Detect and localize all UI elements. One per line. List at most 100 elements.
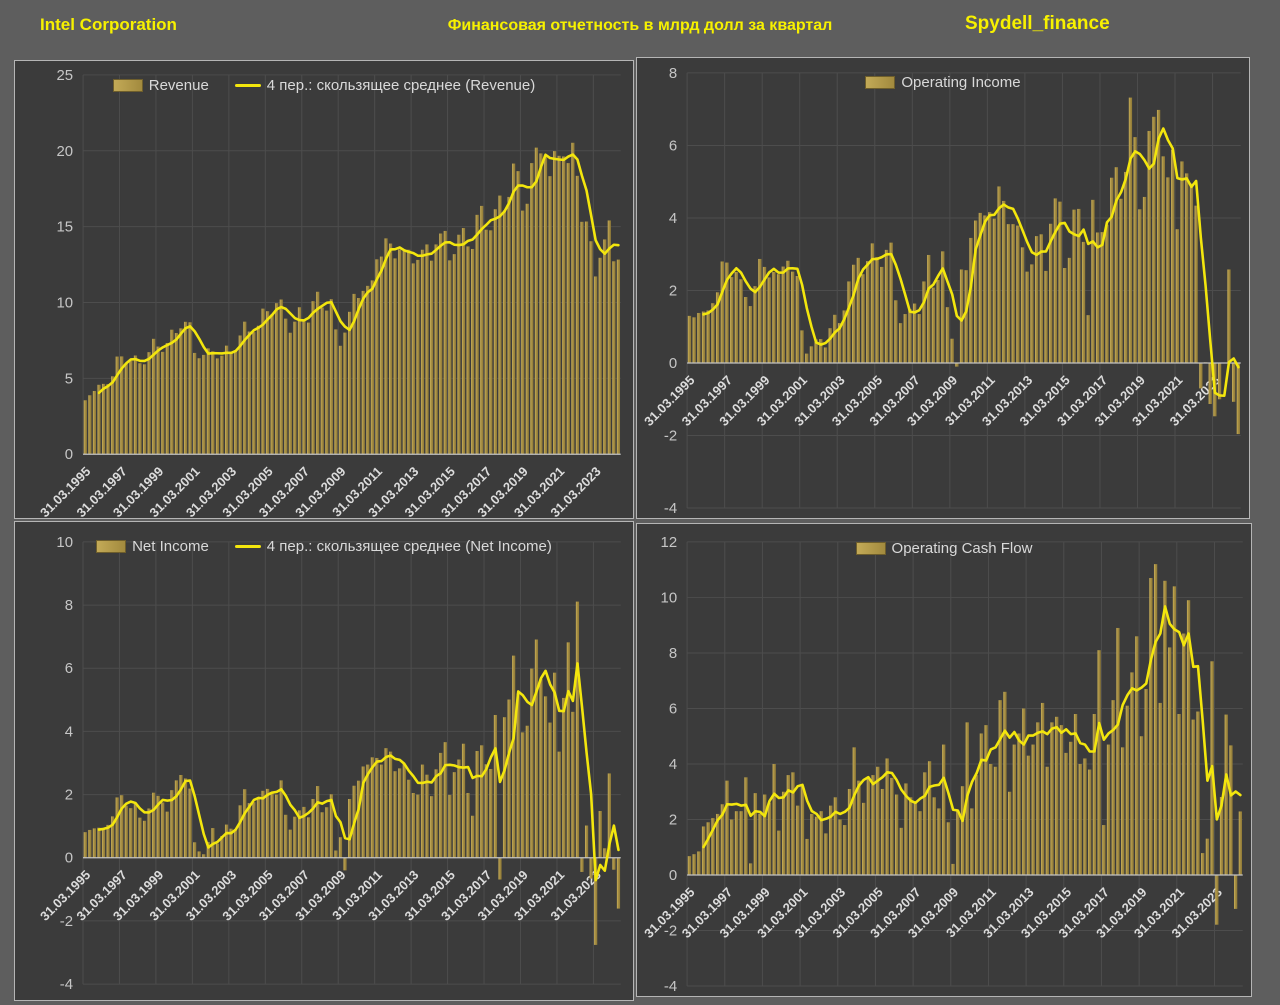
bar bbox=[1030, 264, 1034, 364]
y-tick-label: -2 bbox=[664, 923, 677, 940]
y-tick-label: -4 bbox=[60, 976, 73, 993]
bar bbox=[548, 722, 552, 858]
bar bbox=[607, 220, 611, 455]
bar bbox=[1142, 196, 1147, 364]
bar bbox=[425, 244, 429, 455]
bar bbox=[598, 811, 602, 858]
bar bbox=[927, 254, 931, 364]
bar bbox=[1119, 198, 1123, 364]
bar bbox=[562, 697, 566, 858]
bar bbox=[852, 264, 856, 364]
bar bbox=[484, 229, 488, 455]
bar bbox=[466, 792, 470, 858]
bar bbox=[744, 777, 748, 876]
bar bbox=[534, 147, 539, 455]
bar bbox=[589, 857, 593, 879]
net-income-chart-panel: Net Income 4 пер.: скользящее среднее (N… bbox=[14, 521, 634, 1001]
bar bbox=[847, 788, 852, 876]
bar bbox=[334, 850, 338, 858]
bar bbox=[950, 338, 954, 364]
net-income-moving-average-line bbox=[97, 662, 620, 882]
bar bbox=[594, 276, 598, 455]
bar bbox=[927, 761, 932, 876]
bar bbox=[837, 323, 842, 364]
bar bbox=[720, 261, 724, 364]
bar bbox=[543, 696, 548, 858]
bar bbox=[871, 775, 875, 876]
bar bbox=[97, 384, 101, 455]
bar bbox=[884, 249, 889, 364]
y-tick-label: 10 bbox=[56, 295, 73, 312]
bar bbox=[1196, 711, 1200, 876]
bar bbox=[1185, 173, 1189, 364]
bar bbox=[325, 807, 329, 858]
bar bbox=[484, 764, 488, 858]
bar bbox=[443, 230, 447, 455]
bar bbox=[1128, 97, 1133, 364]
bar bbox=[748, 306, 753, 364]
bar bbox=[357, 297, 361, 455]
y-tick-label: -4 bbox=[664, 500, 677, 517]
bar bbox=[753, 286, 757, 364]
bar bbox=[174, 780, 179, 858]
bar bbox=[306, 322, 311, 455]
bar bbox=[1058, 201, 1062, 364]
y-tick-label: 8 bbox=[65, 597, 73, 614]
bar bbox=[530, 163, 534, 455]
bar bbox=[862, 802, 866, 876]
bar bbox=[1114, 167, 1119, 364]
bar bbox=[701, 826, 706, 876]
y-tick-label: -2 bbox=[664, 428, 677, 445]
bar bbox=[776, 274, 781, 364]
bar bbox=[1229, 745, 1233, 876]
bar bbox=[833, 314, 837, 364]
bar bbox=[466, 246, 470, 455]
bar bbox=[270, 314, 274, 455]
bar bbox=[975, 775, 979, 876]
bar bbox=[852, 747, 856, 876]
bar bbox=[870, 243, 875, 364]
bar bbox=[316, 291, 320, 455]
bar bbox=[612, 857, 616, 870]
bar bbox=[725, 780, 729, 876]
bar bbox=[152, 792, 156, 858]
bar bbox=[913, 303, 917, 364]
bar bbox=[1156, 109, 1161, 364]
bar bbox=[411, 792, 415, 858]
y-tick-label: 10 bbox=[661, 589, 678, 606]
page-title: Финансовая отчетность в млрд долл за ква… bbox=[447, 17, 833, 34]
bar bbox=[179, 774, 183, 858]
bar bbox=[1106, 744, 1111, 876]
bar bbox=[120, 795, 124, 858]
bar bbox=[1026, 755, 1031, 876]
bar bbox=[562, 156, 566, 455]
bar bbox=[1208, 363, 1212, 404]
bar bbox=[1166, 177, 1170, 364]
bar bbox=[407, 249, 411, 455]
bar bbox=[829, 805, 833, 876]
y-tick-label: 6 bbox=[669, 700, 677, 717]
bar bbox=[543, 154, 548, 455]
bar bbox=[115, 356, 119, 455]
revenue-bars bbox=[83, 142, 621, 455]
bar bbox=[493, 209, 497, 455]
bar bbox=[697, 851, 701, 876]
bar bbox=[753, 793, 758, 876]
bar bbox=[133, 802, 138, 858]
bar bbox=[493, 714, 498, 858]
bar bbox=[715, 292, 720, 364]
bar bbox=[124, 805, 128, 858]
bar bbox=[288, 332, 292, 455]
bar bbox=[348, 798, 352, 858]
bar bbox=[88, 829, 92, 858]
bar bbox=[1199, 363, 1203, 389]
bar bbox=[539, 153, 543, 455]
y-tick-label: 6 bbox=[65, 660, 73, 677]
bar bbox=[329, 299, 333, 455]
bar bbox=[111, 376, 115, 455]
bar bbox=[516, 171, 520, 455]
bar bbox=[261, 790, 265, 858]
bar bbox=[325, 310, 329, 455]
bar bbox=[1020, 247, 1025, 364]
bar bbox=[156, 346, 160, 455]
